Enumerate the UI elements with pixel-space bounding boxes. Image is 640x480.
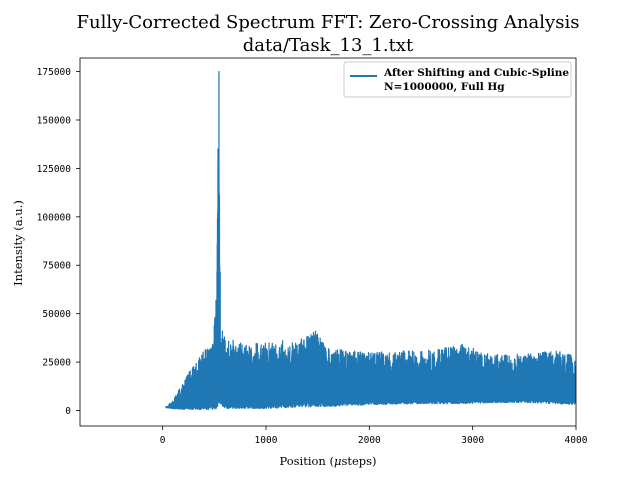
y-axis-label: Intensity (a.u.) <box>11 200 25 286</box>
chart-subtitle: data/Task_13_1.txt <box>243 35 414 56</box>
y-tick-label: 25000 <box>42 358 71 369</box>
y-tick-label: 75000 <box>42 261 71 272</box>
x-axis-label: Position (μsteps) <box>279 454 376 468</box>
y-tick-label: 100000 <box>37 212 72 223</box>
legend: After Shifting and Cubic-Spline N=100000… <box>343 61 572 98</box>
y-tick-label: 125000 <box>37 164 72 175</box>
x-tick-label: 0 <box>160 435 166 446</box>
legend-label-line1: After Shifting and Cubic-Spline <box>383 67 569 79</box>
x-tick-label: 4000 <box>565 435 588 446</box>
plot-area <box>79 57 577 427</box>
y-tick-label: 0 <box>65 406 71 417</box>
axis-ticks: 0 1000 2000 3000 4000 0 25000 50000 75000 100000 1… <box>37 67 588 446</box>
x-tick-label: 1000 <box>255 435 278 446</box>
legend-frame <box>343 61 572 98</box>
y-tick-label: 175000 <box>37 67 72 78</box>
y-tick-label: 150000 <box>37 115 72 126</box>
x-tick-label: 3000 <box>461 435 484 446</box>
y-tick-label: 50000 <box>42 309 71 320</box>
series-line <box>165 70 576 411</box>
legend-label-line2: N=1000000, Full Hg <box>384 81 505 93</box>
x-tick-label: 2000 <box>358 435 381 446</box>
plot-frame <box>79 57 577 427</box>
chart-title: Fully-Corrected Spectrum FFT: Zero-Cross… <box>77 12 580 33</box>
